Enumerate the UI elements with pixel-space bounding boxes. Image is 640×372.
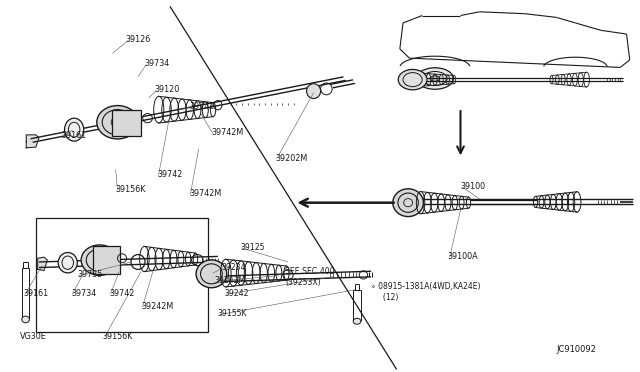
Text: VG30E: VG30E xyxy=(20,331,47,341)
Text: JC910092: JC910092 xyxy=(556,344,596,353)
Ellipse shape xyxy=(58,253,77,273)
Text: 39120: 39120 xyxy=(154,85,179,94)
Text: 39742: 39742 xyxy=(157,170,182,179)
Ellipse shape xyxy=(393,189,424,217)
Text: 39242M: 39242M xyxy=(141,302,173,311)
Text: 39100A: 39100A xyxy=(448,252,478,261)
Text: 39234: 39234 xyxy=(221,263,246,272)
Text: 39734: 39734 xyxy=(145,59,170,68)
Text: 39242: 39242 xyxy=(224,289,249,298)
Ellipse shape xyxy=(430,76,440,81)
Text: 39161: 39161 xyxy=(61,131,86,141)
Text: 39156K: 39156K xyxy=(116,185,146,194)
Text: 39242M: 39242M xyxy=(214,276,246,285)
Text: 39742M: 39742M xyxy=(189,189,221,198)
Text: 39161: 39161 xyxy=(23,289,48,298)
Text: SEE SEC.400
(39253X): SEE SEC.400 (39253X) xyxy=(285,267,334,287)
Ellipse shape xyxy=(22,316,29,323)
Text: 39156K: 39156K xyxy=(103,331,133,341)
Text: 39742: 39742 xyxy=(189,102,214,111)
Polygon shape xyxy=(38,257,47,270)
Ellipse shape xyxy=(417,68,454,89)
Text: 39100: 39100 xyxy=(461,182,486,190)
Text: 39742M: 39742M xyxy=(211,128,244,137)
Text: 39126: 39126 xyxy=(125,35,150,44)
Bar xyxy=(36,218,208,333)
Ellipse shape xyxy=(398,70,427,90)
Text: 39155K: 39155K xyxy=(218,310,247,318)
Bar xyxy=(93,246,120,274)
Bar xyxy=(113,110,141,136)
Polygon shape xyxy=(26,135,39,148)
Ellipse shape xyxy=(65,118,84,141)
Text: 39125: 39125 xyxy=(240,243,265,251)
Ellipse shape xyxy=(196,260,227,288)
Text: 39734: 39734 xyxy=(71,289,96,298)
Text: 39735: 39735 xyxy=(77,270,102,279)
Ellipse shape xyxy=(307,84,321,99)
Ellipse shape xyxy=(97,106,138,139)
Text: 39202M: 39202M xyxy=(275,154,308,163)
Text: ∘ 08915-1381A(4WD,KA24E)
     (12): ∘ 08915-1381A(4WD,KA24E) (12) xyxy=(371,282,481,302)
Ellipse shape xyxy=(353,318,361,324)
Ellipse shape xyxy=(81,245,118,275)
Text: 39742: 39742 xyxy=(109,289,134,298)
